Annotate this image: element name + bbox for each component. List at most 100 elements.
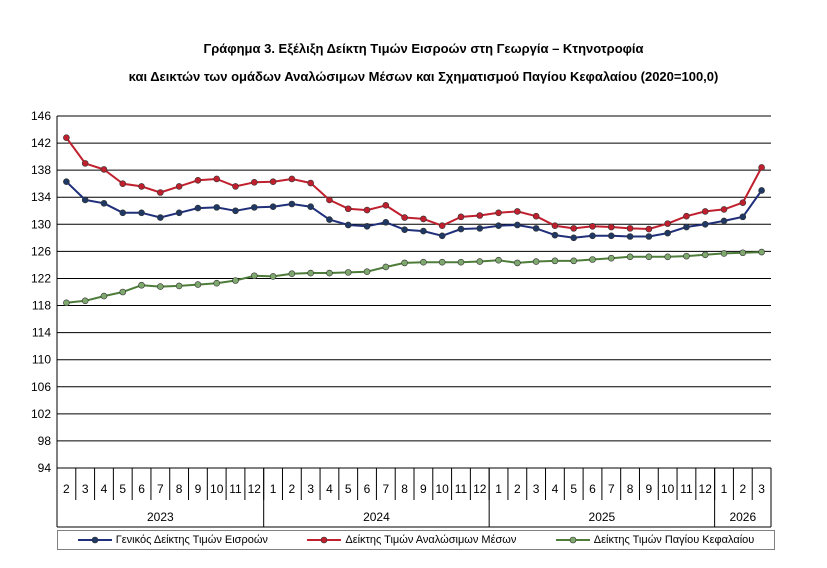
data-point xyxy=(476,258,484,265)
data-point xyxy=(701,221,709,228)
data-point xyxy=(532,258,540,265)
x-tick-label: 3 xyxy=(82,482,89,496)
y-tick-label: 98 xyxy=(38,434,52,448)
data-point xyxy=(551,222,559,229)
x-tick-label: 3 xyxy=(758,482,765,496)
data-point xyxy=(344,205,352,213)
data-point xyxy=(438,232,446,240)
y-tick-label: 114 xyxy=(32,326,51,340)
data-point xyxy=(100,200,108,207)
legend-label: Δείκτης Τιμών Αναλώσιμων Μέσων xyxy=(345,534,517,546)
data-point xyxy=(626,225,634,232)
data-point xyxy=(401,259,408,267)
data-point xyxy=(551,257,559,265)
data-point xyxy=(194,177,202,184)
data-point xyxy=(739,249,747,257)
data-point xyxy=(514,208,521,215)
data-point xyxy=(570,234,578,242)
data-point xyxy=(420,227,427,235)
chart-legend: Γενικός Δείκτης Τιμών Εισροών Δείκτης Τιμ… xyxy=(57,530,775,550)
x-tick-label: 5 xyxy=(345,482,352,496)
data-point xyxy=(157,283,164,290)
data-point xyxy=(570,257,578,265)
data-point xyxy=(457,225,465,233)
data-point xyxy=(457,213,465,221)
x-tick-label: 1 xyxy=(495,482,502,496)
data-point xyxy=(175,282,183,290)
data-point xyxy=(138,281,145,289)
data-point xyxy=(326,196,333,204)
data-point xyxy=(495,222,502,229)
data-point xyxy=(495,256,502,264)
data-point xyxy=(607,223,615,231)
data-point xyxy=(307,203,314,211)
data-point xyxy=(720,217,728,225)
legend-swatch xyxy=(307,536,342,544)
data-point xyxy=(175,183,183,190)
y-tick-label: 142 xyxy=(31,136,51,150)
x-tick-label: 6 xyxy=(138,482,145,496)
x-tick-label: 1 xyxy=(721,482,728,496)
data-point xyxy=(363,223,371,230)
x-tick-label: 8 xyxy=(176,482,183,496)
data-point xyxy=(138,209,145,217)
data-point xyxy=(213,175,221,183)
data-point xyxy=(476,225,484,232)
data-point xyxy=(495,209,502,217)
data-point xyxy=(119,209,127,217)
data-point xyxy=(81,297,89,305)
y-tick-label: 118 xyxy=(32,299,51,313)
data-point xyxy=(363,268,371,275)
y-tick-label: 134 xyxy=(31,190,51,204)
x-tick-label: 9 xyxy=(646,482,653,496)
x-tick-label: 12 xyxy=(473,482,487,496)
x-tick-label: 7 xyxy=(608,482,615,496)
data-point xyxy=(213,204,221,211)
data-point xyxy=(645,233,653,240)
data-point xyxy=(457,258,465,266)
data-point xyxy=(344,221,352,229)
x-tick-label: 12 xyxy=(699,482,713,496)
data-point xyxy=(250,272,258,280)
y-tick-label: 130 xyxy=(31,217,51,231)
data-point xyxy=(81,196,89,204)
data-point xyxy=(758,187,765,194)
data-point xyxy=(326,269,333,277)
data-point xyxy=(63,299,70,307)
data-point xyxy=(514,259,521,267)
series-line-3 xyxy=(66,251,762,304)
data-point xyxy=(607,232,615,240)
data-point xyxy=(138,183,145,190)
data-point xyxy=(420,215,427,223)
legend-swatch-marker xyxy=(321,536,328,544)
data-point xyxy=(589,232,596,240)
x-tick-label: 7 xyxy=(382,482,389,496)
data-point xyxy=(589,223,596,230)
y-tick-label: 106 xyxy=(31,380,51,394)
data-point xyxy=(250,204,258,211)
x-tick-label: 4 xyxy=(552,482,559,496)
data-point xyxy=(119,180,127,187)
data-point xyxy=(119,288,127,296)
legend-label: Δείκτης Τιμών Παγίου Κεφαλαίου xyxy=(593,534,755,546)
data-point xyxy=(157,189,164,196)
x-tick-label: 2 xyxy=(514,482,521,496)
data-point xyxy=(401,214,408,221)
x-tick-label: 5 xyxy=(119,482,126,496)
data-point xyxy=(683,223,690,231)
data-point xyxy=(288,270,296,278)
data-point xyxy=(213,279,221,287)
data-point xyxy=(344,269,352,276)
data-point xyxy=(232,207,239,215)
x-tick-label: 1 xyxy=(270,482,277,496)
data-point xyxy=(382,263,390,271)
x-tick-label: 3 xyxy=(307,482,314,496)
data-point xyxy=(194,204,202,212)
x-tick-label: 10 xyxy=(436,482,450,496)
x-tick-label: 4 xyxy=(326,482,333,496)
legend-item: Γενικός Δείκτης Τιμών Εισροών xyxy=(77,534,268,546)
data-point xyxy=(514,221,521,229)
data-point xyxy=(551,231,559,239)
chart-title-line-2: και Δεικτών των ομάδων Αναλώσιμων Μέσων … xyxy=(128,69,719,84)
legend-swatch xyxy=(77,536,112,544)
